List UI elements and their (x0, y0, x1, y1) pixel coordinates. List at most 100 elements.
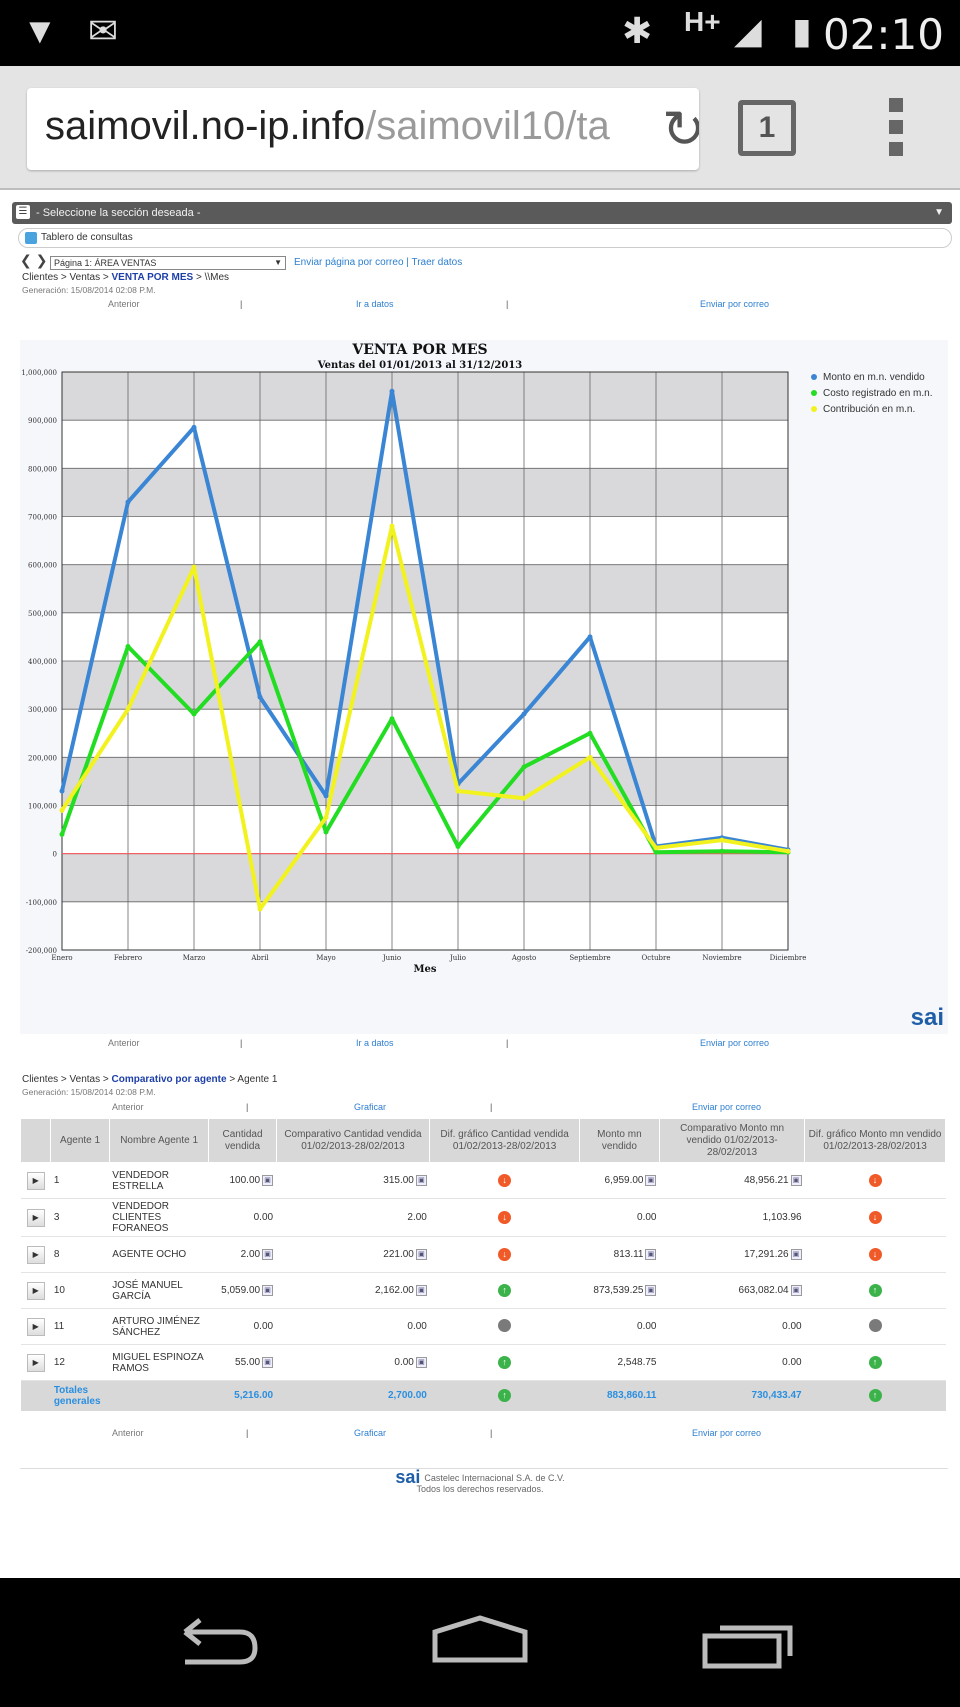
recents-icon[interactable] (700, 1612, 800, 1672)
trend-up-icon: ↑ (498, 1356, 512, 1369)
magnifier-icon[interactable]: ▣ (645, 1284, 657, 1296)
magnifier-icon[interactable]: ▣ (790, 1284, 802, 1296)
data-point (323, 815, 329, 821)
data-point (257, 639, 263, 645)
agent-name-cell: VENDEDOR CLIENTES FORANEOS (109, 1198, 209, 1237)
send-mail-link[interactable]: Enviar por correo (700, 299, 770, 309)
magnifier-icon[interactable]: ▣ (262, 1356, 274, 1368)
expand-row-icon[interactable]: ▶ (26, 1353, 45, 1372)
legend-marker (811, 406, 817, 412)
go-to-data-link[interactable]: Ir a datos (356, 299, 394, 309)
magnifier-icon[interactable]: ▣ (645, 1174, 657, 1186)
column-header[interactable]: Dif. gráfico Monto mn vendido 01/02/2013… (804, 1118, 946, 1163)
prev-link[interactable]: Anterior (112, 1102, 144, 1112)
expand-row-icon[interactable]: ▶ (26, 1281, 45, 1300)
qty-cell: 2.00 ▣ (208, 1236, 277, 1273)
status-bar: ▼ ✉ ✱ H+ ◢ ▮ 02:10 (0, 0, 960, 66)
y-tick-label: 400,000 (28, 658, 57, 666)
expand-cell: ▶ (20, 1198, 51, 1237)
column-header[interactable]: Dif. gráfico Cantidad vendida 01/02/2013… (429, 1118, 580, 1163)
magnifier-icon[interactable]: ▣ (790, 1174, 802, 1186)
tablero-button[interactable]: Tablero de consultas (18, 228, 952, 248)
send-mail-link[interactable]: Enviar por correo (700, 1038, 770, 1048)
amount-cell: 0.00 (579, 1198, 660, 1237)
amount-compare-cell: 0.00 (659, 1308, 805, 1345)
send-mail-link[interactable]: Enviar por correo (692, 1102, 762, 1112)
trend-neutral-icon (868, 1318, 882, 1332)
x-tick-label: Abril (250, 954, 269, 962)
column-header[interactable]: Comparativo Monto mn vendido 01/02/2013-… (658, 1118, 806, 1163)
trend-down-icon: ↓ (498, 1248, 512, 1261)
amount-cell: 873,539.25 ▣ (579, 1272, 660, 1309)
gmail-icon: ✉ (88, 10, 119, 51)
magnifier-icon[interactable]: ▣ (415, 1248, 427, 1260)
home-icon[interactable] (430, 1612, 530, 1672)
chart-subtitle: Ventas del 01/01/2013 al 31/12/2013 (317, 360, 523, 371)
go-to-data-link[interactable]: Ir a datos (356, 1038, 394, 1048)
page-links[interactable]: Enviar página por correo | Traer datos (294, 257, 463, 268)
column-header[interactable]: Comparativo Cantidad vendida 01/02/2013-… (275, 1118, 431, 1163)
column-header[interactable]: Agente 1 (50, 1118, 110, 1163)
breadcrumb-current[interactable]: Comparativo por agente (111, 1074, 227, 1085)
send-mail-link[interactable]: Enviar por correo (692, 1428, 762, 1438)
overflow-menu-icon[interactable] (884, 98, 908, 158)
prev-link[interactable]: Anterior (108, 299, 140, 309)
signal-icon: ◢ (734, 10, 762, 51)
y-tick-label: 200,000 (28, 754, 57, 762)
x-tick-label: Febrero (114, 954, 142, 962)
agent-id-cell: 1 (50, 1162, 110, 1199)
magnifier-icon[interactable]: ▣ (645, 1248, 657, 1260)
magnifier-icon[interactable]: ▣ (415, 1356, 427, 1368)
magnifier-icon[interactable]: ▣ (262, 1248, 274, 1260)
plot-band (62, 853, 788, 902)
magnifier-icon[interactable]: ▣ (415, 1284, 427, 1296)
prev-link[interactable]: Anterior (108, 1038, 140, 1048)
total-qty-compare: 2,700.00 (276, 1380, 430, 1411)
back-icon[interactable] (165, 1612, 265, 1672)
prev-link[interactable]: Anterior (112, 1428, 144, 1438)
agent-id-cell: 10 (50, 1272, 110, 1309)
data-point (455, 788, 461, 794)
trend-neutral-icon (498, 1318, 512, 1332)
magnifier-icon[interactable]: ▣ (262, 1174, 274, 1186)
plot-band (62, 901, 788, 950)
table-row: ▶ 10 JOSÉ MANUEL GARCÍA 5,059.00 ▣ 2,162.00 ▣ ↑… (20, 1272, 946, 1309)
chart-link[interactable]: Graficar (354, 1102, 387, 1112)
magnifier-icon[interactable]: ▣ (790, 1248, 802, 1260)
footer-company: Castelec Internacional S.A. de C.V. (424, 1473, 565, 1483)
trend-up-icon: ↑ (868, 1356, 882, 1369)
expand-row-icon[interactable]: ▶ (26, 1245, 45, 1264)
qty-diff-cell: ↑ (429, 1344, 580, 1381)
breadcrumb-current[interactable]: VENTA POR MES (111, 272, 194, 283)
magnifier-icon[interactable]: ▣ (262, 1284, 274, 1296)
magnifier-icon[interactable]: ▣ (415, 1174, 427, 1186)
column-header[interactable]: Monto mn vendido (578, 1118, 660, 1163)
bluetooth-icon: ✱ (622, 10, 653, 51)
column-header[interactable]: Nombre Agente 1 (108, 1118, 210, 1163)
data-point (191, 564, 197, 570)
x-tick-label: Julio (449, 954, 466, 962)
plot-frame (61, 371, 789, 951)
plot-band (62, 661, 788, 710)
report2-links: Anterior | Graficar | Enviar por correo (112, 1102, 762, 1112)
tab-switcher-button[interactable]: 1 (738, 100, 796, 156)
expand-row-icon[interactable]: ▶ (26, 1317, 45, 1336)
column-header[interactable]: Cantidad vendida (208, 1118, 277, 1163)
expand-row-icon[interactable]: ▶ (26, 1208, 45, 1227)
section-select[interactable]: ☰ - Seleccione la sección deseada - ▼ (12, 202, 952, 224)
reload-icon[interactable]: ↻ (662, 101, 699, 159)
data-point (521, 795, 527, 801)
data-point (587, 754, 593, 760)
page-nav-arrows[interactable]: ❮❯ (20, 252, 52, 268)
column-header-expand (19, 1118, 52, 1163)
address-bar[interactable]: saimovil.no-ip.info/saimovil10/ta ↻ (27, 88, 699, 170)
amount-compare-cell: 1,103.96 (659, 1198, 805, 1237)
chart-link[interactable]: Graficar (354, 1428, 387, 1438)
expand-row-icon[interactable]: ▶ (26, 1171, 45, 1190)
trend-down-icon: ↓ (498, 1174, 512, 1187)
qty-diff-cell (429, 1308, 580, 1345)
trend-up-icon: ↑ (868, 1389, 882, 1403)
x-tick-label: Diciembre (770, 954, 807, 962)
page-select[interactable]: Página 1: ÁREA VENTAS ▼ (50, 256, 286, 270)
y-tick-label: 500,000 (28, 610, 57, 618)
